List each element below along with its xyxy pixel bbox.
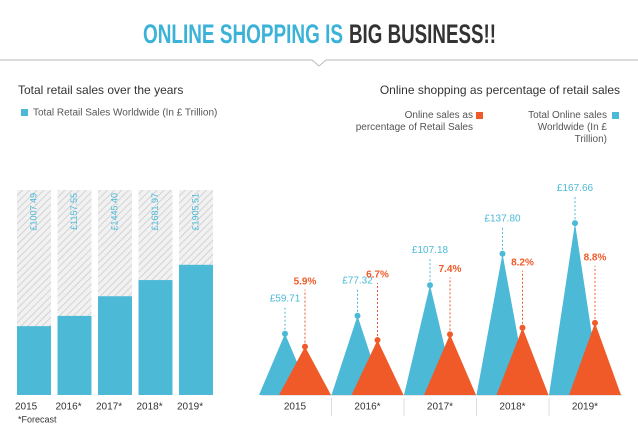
peak (351, 340, 404, 395)
peak (424, 334, 476, 395)
bar (57, 315, 92, 395)
chart-title: Total retail sales over the years (18, 83, 183, 97)
x-tick-label: 2019* (572, 402, 598, 413)
title-highlight: ONLINE SHOPPING IS (143, 19, 343, 49)
bar (98, 296, 132, 395)
value-label: 8.2% (511, 257, 534, 268)
value-label: £137.80 (484, 213, 521, 224)
x-tick-label: 2017* (427, 402, 453, 413)
peak (279, 346, 331, 395)
peak-dot (499, 250, 506, 257)
peak-dot (447, 331, 453, 338)
footnote: *Forecast (18, 414, 57, 424)
x-tick-label: 2015 (15, 402, 38, 413)
peak-dot (302, 343, 308, 350)
value-label: 5.9% (294, 276, 317, 287)
x-tick-label: 2015 (284, 402, 307, 413)
peak-dot (374, 337, 381, 344)
value-label: £1007.49 (28, 193, 38, 231)
x-tick-label: 2018* (499, 402, 525, 413)
value-label: £1905.51 (190, 193, 200, 231)
peak-dot (572, 220, 578, 227)
bar (138, 280, 173, 395)
peak-dot (519, 324, 526, 331)
x-tick-label: 2016* (354, 402, 380, 413)
divider (0, 59, 638, 67)
x-tick-label: 2017* (96, 402, 122, 413)
value-label: 8.8% (584, 252, 607, 263)
legend-label: Online sales as percentage of Retail Sal… (355, 110, 473, 133)
legend-label: Total Online sales Worldwide (In £ Trill… (528, 110, 607, 145)
peak-dot (354, 312, 361, 319)
title-rest: BIG BUSINESS!! (349, 19, 496, 49)
bar (179, 264, 213, 395)
value-label: 7.4% (439, 264, 462, 275)
value-label: £1157.55 (69, 193, 79, 230)
x-tick-label: 2019* (177, 402, 203, 413)
value-label: 6.7% (366, 270, 389, 281)
value-label: £107.18 (412, 245, 449, 256)
value-label: £59.71 (270, 293, 301, 304)
value-label: £167.66 (557, 183, 594, 194)
legend-swatch (476, 112, 483, 119)
peak (496, 327, 549, 395)
legend-label: Total Retail Sales Worldwide (In £ Trill… (33, 108, 217, 119)
value-label: £1681.97 (150, 193, 160, 231)
legend-swatch (21, 109, 28, 116)
x-tick-label: 2016* (56, 402, 82, 413)
value-label: £1445.40 (109, 193, 119, 231)
peak-dot (282, 330, 288, 337)
peak (569, 322, 621, 395)
peak-dot (592, 319, 598, 326)
chart-title: Online shopping as percentage of retail … (380, 83, 620, 97)
peak-dot (427, 282, 433, 289)
legend-swatch (612, 112, 619, 119)
bar (17, 326, 51, 395)
x-tick-label: 2018* (137, 402, 163, 413)
value-label: £77.32 (342, 275, 373, 286)
